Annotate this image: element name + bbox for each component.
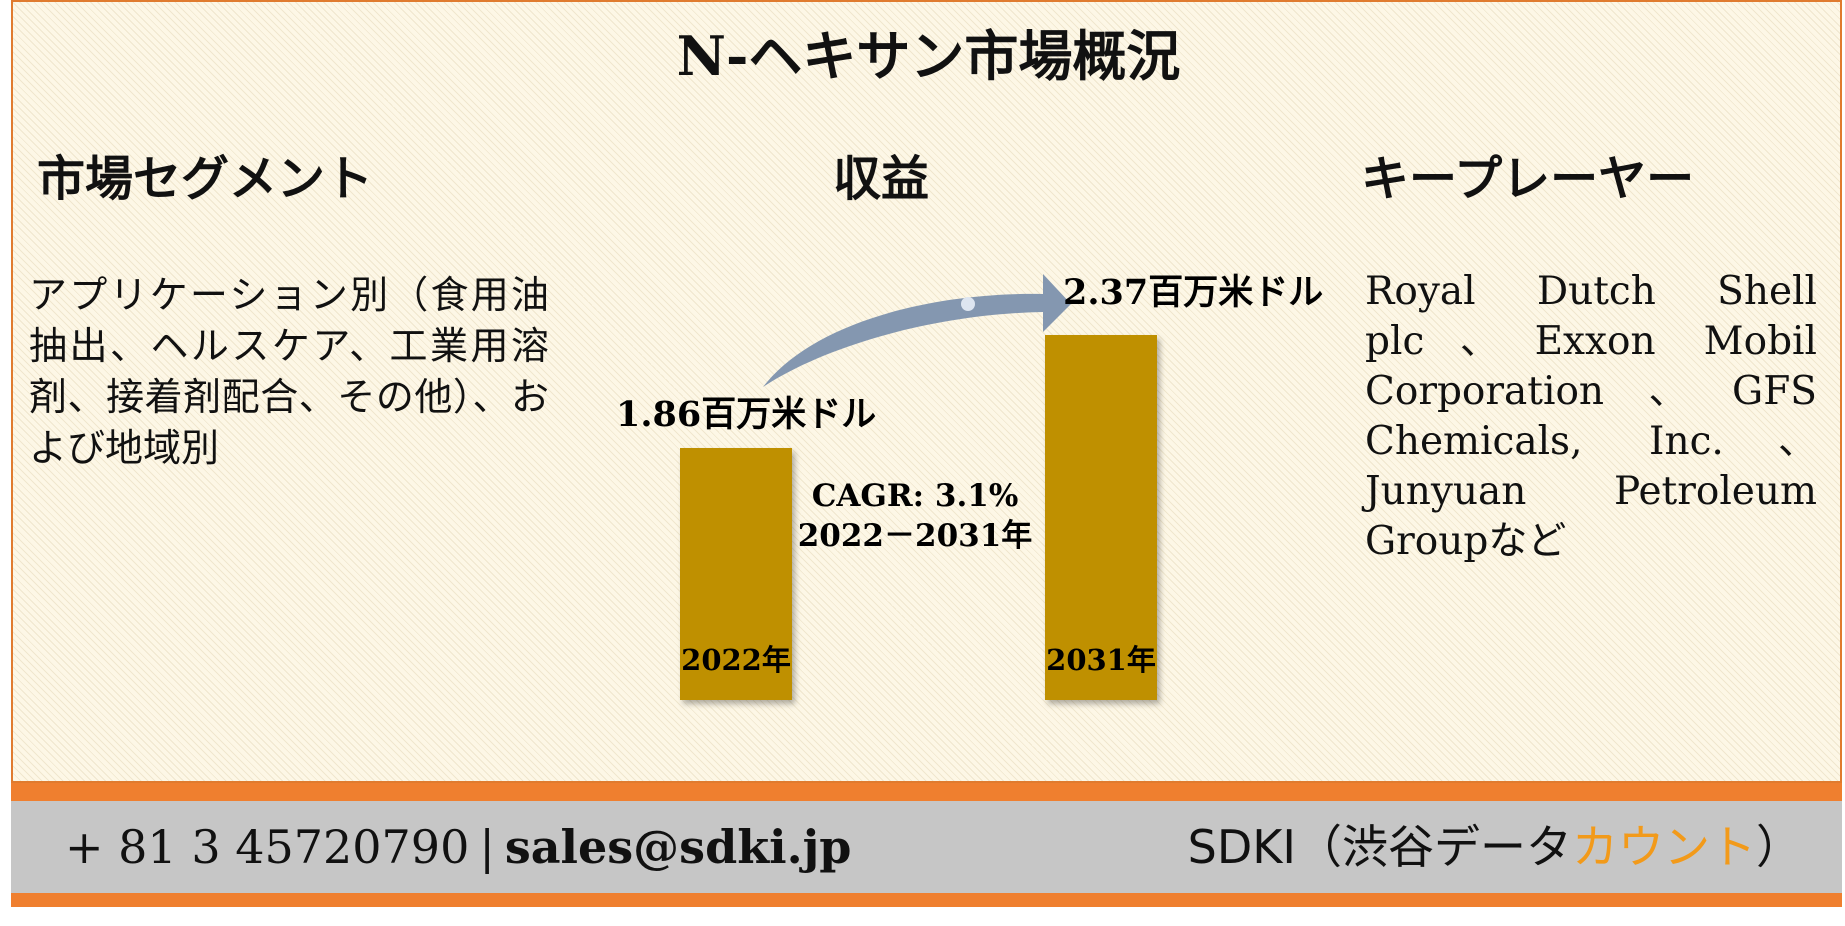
segment-heading: 市場セグメント [37, 151, 374, 207]
players-heading: キープレーヤー [1361, 151, 1695, 207]
value-label-2: 2.37百万米ドル [1063, 272, 1323, 313]
category-label-1: 2022年 [681, 643, 791, 677]
brand-name: SDKI（渋谷データカウント） [1188, 801, 1802, 893]
infographic-panel: N-ヘキサン市場概況 市場セグメント 収益 キープレーヤー アプリケーション別（… [11, 0, 1842, 783]
brand-prefix: SDKI（渋谷データ [1187, 820, 1572, 874]
players-list: Royal Dutch Shell plc、Exxon Mobil Corpor… [1365, 269, 1817, 564]
brand-accent: カウント [1572, 820, 1756, 874]
value-label-1: 1.86百万米ドル [616, 394, 876, 435]
arrow-highlight-dot [961, 297, 975, 311]
page-title: N-ヘキサン市場概況 [676, 24, 1181, 88]
footer-background [11, 801, 1842, 893]
footer-stripe-bottom [11, 893, 1842, 907]
bar-1 [680, 448, 792, 700]
bar-2 [1045, 335, 1157, 700]
email-address: sales@sdki.jp [504, 820, 852, 874]
revenue-heading: 収益 [833, 151, 930, 207]
contact-info: + 81 3 45720790 | sales@sdki.jp [65, 801, 851, 893]
footer-stripe-top [11, 783, 1842, 801]
footer-bar: + 81 3 45720790 | sales@sdki.jp SDKI（渋谷データ… [11, 783, 1842, 910]
segment-description: アプリケーション別（食用油抽出、ヘルスケア、工業用溶剤、接着剤配合、その他）、お… [29, 273, 549, 470]
contact-separator: | [479, 820, 495, 874]
brand-suffix: ） [1756, 820, 1802, 874]
phone-number: + 81 3 45720790 [65, 820, 470, 874]
category-label-2: 2031年 [1046, 643, 1156, 677]
cagr-line-1: CAGR: 3.1% [812, 478, 1019, 514]
growth-arrow [763, 274, 1071, 387]
cagr-line-2: 2022－2031年 [798, 518, 1033, 554]
